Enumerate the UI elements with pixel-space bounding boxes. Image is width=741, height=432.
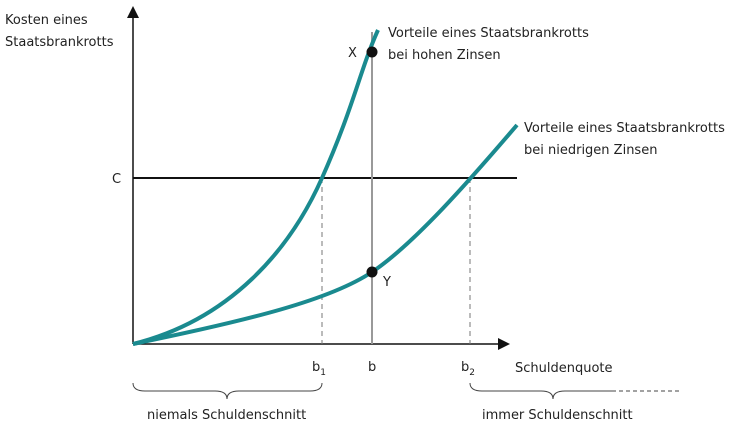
y-label: Kosten eines: [5, 13, 88, 28]
x-label: Schuldenquote: [515, 361, 613, 376]
curve-label: bei niedrigen Zinsen: [524, 143, 657, 158]
region-label: niemals Schuldenschnitt: [147, 408, 306, 423]
tick-label: b2: [461, 360, 475, 378]
point-y: [366, 266, 378, 278]
curve-high: [132, 29, 380, 346]
brace-right: [469, 382, 612, 400]
curve-label: Vorteile eines Staatsbrankrotts: [388, 26, 589, 41]
region-label: immer Schuldenschnitt: [482, 408, 633, 423]
c-label: C: [112, 172, 121, 187]
point-x: [366, 46, 378, 58]
tick-label: b1: [312, 360, 326, 378]
brace-left: [132, 382, 323, 400]
tick-label: b: [368, 360, 376, 375]
y-label: Staatsbrankrotts: [5, 35, 114, 50]
curve-label: bei hohen Zinsen: [388, 48, 501, 63]
curve-low: [132, 123, 519, 346]
curve-label: Vorteile eines Staatsbrankrotts: [524, 121, 725, 136]
point-label: Y: [382, 275, 391, 290]
point-label: X: [348, 46, 357, 61]
